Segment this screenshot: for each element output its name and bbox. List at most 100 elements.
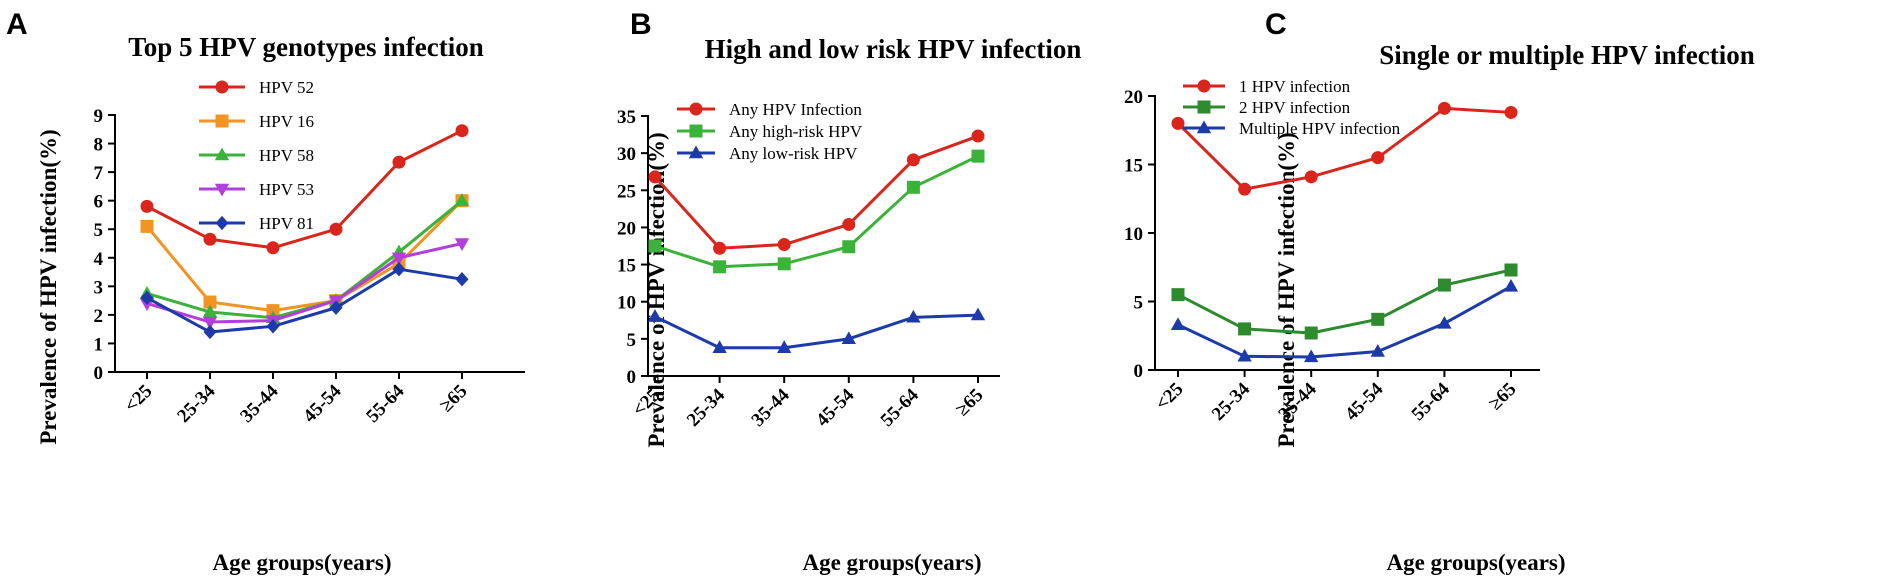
legend-marker	[214, 183, 230, 197]
x-tick-label: 25-34	[1208, 378, 1255, 425]
data-point	[971, 129, 985, 143]
x-axis-label-c: Age groups(years)	[1386, 550, 1565, 575]
data-point	[1503, 278, 1519, 292]
series-line	[146, 242, 463, 324]
y-tick-label: 10	[1124, 224, 1143, 245]
x-axis-label-b: Age groups(years)	[802, 550, 981, 575]
data-point	[777, 340, 792, 353]
x-tick-label: 55-64	[362, 380, 409, 427]
data-point	[266, 241, 280, 255]
y-tick-label: 1	[94, 334, 104, 355]
y-tick-label: 25	[617, 181, 636, 202]
data-point	[1170, 317, 1186, 330]
legend-label: HPV 52	[259, 78, 314, 97]
series-line	[146, 129, 463, 250]
data-point	[329, 300, 343, 315]
data-point	[266, 319, 280, 334]
legend-label: Any high-risk HPV	[729, 122, 863, 141]
series-line	[654, 313, 979, 350]
data-point	[329, 222, 343, 236]
y-tick-label: 5	[94, 220, 104, 241]
legend-marker	[1197, 100, 1211, 114]
data-point	[842, 240, 856, 254]
y-tick-label: 6	[94, 192, 104, 213]
data-point	[455, 272, 469, 287]
data-point	[391, 252, 407, 266]
y-tick-label: 15	[1124, 156, 1143, 177]
x-tick-label: 35-44	[236, 380, 283, 427]
data-point	[454, 193, 470, 206]
legend-label: Any low-risk HPV	[729, 144, 858, 163]
x-tick-label: ≥65	[436, 381, 472, 417]
series-line	[653, 134, 979, 250]
chart-title-b: High and low risk HPV infection	[705, 34, 1082, 64]
data-point	[140, 290, 154, 305]
y-tick-label: 7	[94, 163, 104, 184]
legend-a: HPV 52 HPV 16 HPV 58 HPV 53 HPV 81	[199, 78, 314, 233]
x-tick-label: ≥65	[952, 385, 988, 421]
data-point	[841, 331, 856, 345]
panel-letter-c: C	[1265, 8, 1287, 41]
x-axis-label-a: Age groups(years)	[212, 550, 391, 575]
x-tick-label: <25	[121, 381, 157, 417]
data-point	[1437, 315, 1452, 329]
data-point	[1238, 322, 1252, 336]
legend-marker	[688, 145, 704, 159]
y-tick-label: 4	[94, 249, 104, 270]
data-point	[140, 219, 154, 233]
data-point	[454, 238, 470, 251]
y-axis-label-c: Prevalence of HPV infection(%)	[1274, 132, 1299, 447]
chart-title-c: Single or multiple HPV infection	[1379, 40, 1755, 70]
chart-title-a: Top 5 HPV genotypes infection	[128, 32, 484, 62]
y-tick-label: 5	[1134, 293, 1144, 314]
legend-label: HPV 81	[259, 214, 314, 233]
data-point	[202, 316, 218, 330]
x-tick-label: 45-54	[1341, 378, 1388, 425]
data-point	[455, 124, 469, 138]
series-line	[654, 154, 979, 269]
data-point	[647, 309, 663, 322]
data-point	[842, 217, 856, 231]
data-point	[392, 262, 406, 277]
data-point	[203, 324, 217, 340]
data-point	[712, 340, 727, 353]
data-point	[648, 239, 662, 253]
legend-marker	[1197, 79, 1211, 93]
series-line	[1177, 268, 1512, 335]
y-axis-label-a: Prevalence of HPV infection(%)	[36, 129, 61, 444]
panel-letter-b: B	[630, 8, 652, 41]
data-point	[1304, 170, 1318, 184]
data-point	[906, 309, 921, 323]
panel-b: B High and low risk HPV infection Age gr…	[617, 8, 1081, 575]
data-point	[777, 238, 791, 252]
series-line	[146, 267, 463, 334]
legend-c: 1 HPV infection 2 HPV infection Multiple H…	[1183, 77, 1401, 138]
legend-b: Any HPV Infection Any high-risk HPV Any lo…	[677, 100, 863, 163]
data-point	[1304, 326, 1318, 340]
data-point	[140, 199, 154, 213]
legend-label: Any HPV Infection	[729, 100, 862, 119]
y-tick-label: 8	[94, 135, 104, 156]
y-tick-label: 30	[617, 144, 636, 165]
y-tick-label: 20	[1124, 87, 1143, 108]
legend-marker	[689, 102, 703, 116]
data-point	[1171, 288, 1185, 302]
data-point	[1437, 278, 1451, 292]
data-point	[202, 304, 218, 318]
data-point	[1371, 151, 1385, 165]
data-point	[906, 180, 920, 194]
x-tick-label: 55-64	[877, 384, 924, 431]
data-point	[1237, 348, 1252, 362]
y-tick-label: 35	[617, 107, 636, 128]
y-tick-label: 10	[617, 293, 636, 314]
y-tick-label: 20	[617, 218, 636, 239]
x-tick-label: 55-64	[1408, 378, 1455, 425]
legend-marker	[215, 215, 229, 231]
data-point	[1371, 312, 1385, 326]
legend-marker	[214, 147, 230, 161]
data-point	[203, 232, 217, 246]
legend-marker	[1196, 120, 1212, 134]
y-tick-label: 0	[627, 367, 637, 388]
legend-label: Multiple HPV infection	[1239, 119, 1401, 138]
x-tick-label: 25-34	[173, 380, 220, 427]
